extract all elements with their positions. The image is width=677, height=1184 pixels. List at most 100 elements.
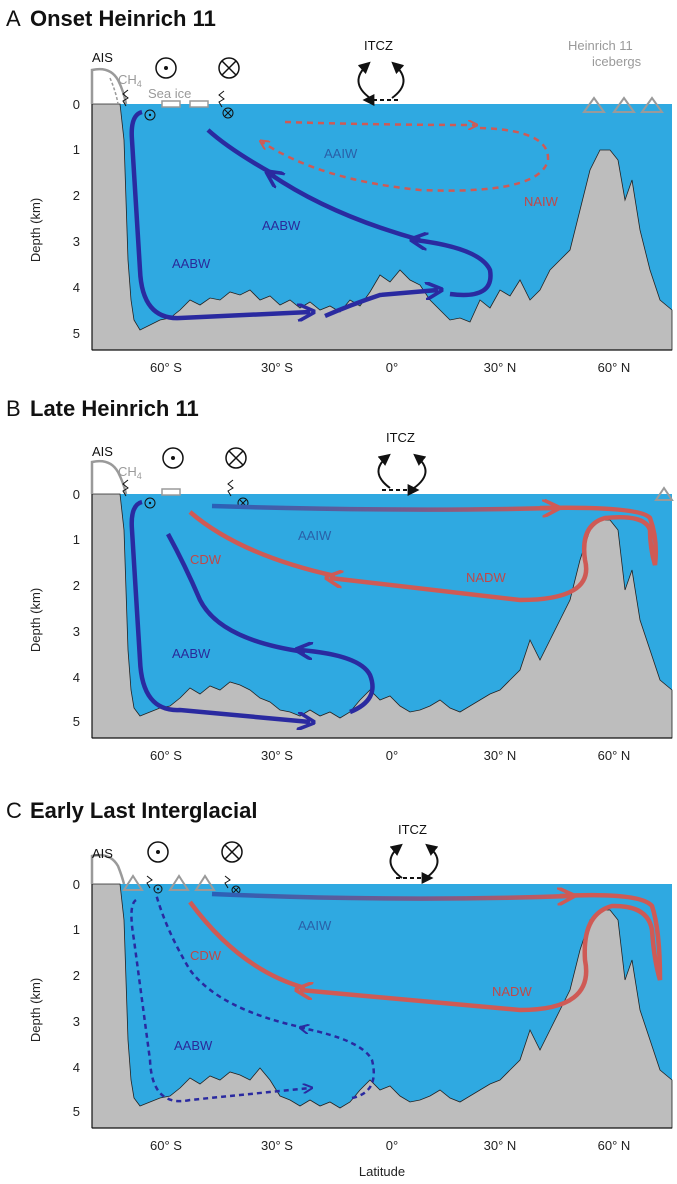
depth-tick: 0 <box>73 487 80 502</box>
depth-tick: 4 <box>73 1060 80 1075</box>
small-out-of-page-icon <box>153 884 163 894</box>
water-mass-label: AABW <box>262 218 301 233</box>
wind-out-of-page-icon <box>162 447 184 469</box>
itcz-circulation-left-arrow <box>389 843 403 879</box>
iceberg-icon <box>612 96 636 113</box>
nadw-arrow <box>300 892 663 1013</box>
lat-tick: 60° S <box>150 1138 182 1153</box>
aabw-upwelling-tail <box>206 128 277 177</box>
panel-c: C Early Last Interglacial AIS ITCZ <box>6 798 673 1179</box>
y-axis-label: Depth (km) <box>28 978 43 1042</box>
water-mass-label: AAIW <box>324 146 358 161</box>
water-mass-label: AABW <box>172 646 211 661</box>
itcz-circulation-left-arrow <box>357 61 371 99</box>
wind-into-page-icon <box>225 447 247 469</box>
methane-release-icon <box>146 875 153 889</box>
itcz-circulation-left-arrow <box>377 453 391 489</box>
y-axis-label: Depth (km) <box>28 198 43 262</box>
iceberg-icon <box>654 486 674 501</box>
depth-tick: 3 <box>73 234 80 249</box>
small-out-of-page-icon <box>144 109 156 121</box>
water-mass-label: NAIW <box>524 194 559 209</box>
lat-tick: 60° N <box>598 1138 631 1153</box>
ais-label: AIS <box>92 50 113 65</box>
y-axis-label: Depth (km) <box>28 588 43 652</box>
small-into-page-icon <box>222 107 234 119</box>
wind-out-of-page-icon <box>155 57 177 79</box>
lat-tick: 60° N <box>598 748 631 763</box>
sea-ice-block <box>189 100 209 108</box>
panel-letter: B <box>6 396 21 421</box>
aabw-return-arrow <box>300 650 375 715</box>
iceberg-icon <box>582 96 606 113</box>
cdw-arrow <box>188 510 336 579</box>
panel-title: Early Last Interglacial <box>30 798 257 823</box>
methane-release-icon <box>122 479 129 497</box>
water-mass-label: AABW <box>174 1038 213 1053</box>
nadw-arrow <box>330 505 659 603</box>
itcz-circulation-right-arrow <box>413 453 427 489</box>
iceberg-icon <box>168 874 190 891</box>
depth-tick: 3 <box>73 1014 80 1029</box>
aabw-arrow-deep <box>129 499 310 722</box>
depth-tick: 5 <box>73 326 80 341</box>
aabw-dashed-return-arrow <box>302 1028 375 1100</box>
aabw-return-arrow <box>415 240 493 298</box>
water-mass-label: CDW <box>190 948 222 963</box>
panel-letter: C <box>6 798 22 823</box>
iceberg-icon <box>640 96 664 113</box>
depth-tick: 1 <box>73 142 80 157</box>
itcz-circulation-right-arrow <box>391 61 405 99</box>
aabw-arrow-north <box>324 290 438 319</box>
lat-tick: 30° S <box>261 1138 293 1153</box>
small-out-of-page-icon <box>144 497 156 509</box>
ais-label: AIS <box>92 444 113 459</box>
depth-tick: 5 <box>73 714 80 729</box>
aabw-dashed-arrow-deep <box>130 898 310 1103</box>
panel-title: Late Heinrich 11 <box>30 396 199 421</box>
ice-sheet-outline <box>90 459 128 495</box>
lat-tick: 60° S <box>150 748 182 763</box>
wind-out-of-page-icon <box>147 841 169 863</box>
ice-sheet-outline <box>90 853 126 885</box>
depth-tick: 1 <box>73 922 80 937</box>
lat-tick: 60° N <box>598 360 631 375</box>
itcz-label: ITCZ <box>398 822 427 837</box>
heat-release-icon <box>218 90 225 108</box>
water-mass-label: AAIW <box>298 918 332 933</box>
panel-letter: A <box>6 6 21 31</box>
icebergs-label-line1: Heinrich 11 <box>568 38 633 53</box>
depth-tick: 0 <box>73 877 80 892</box>
aaiw-arrow <box>211 894 570 899</box>
sea-ice-block <box>161 100 181 108</box>
sea-ice-label: Sea ice <box>148 86 191 101</box>
aabw-upwelling-tail <box>166 532 306 655</box>
methane-release-icon <box>122 89 129 107</box>
depth-tick: 5 <box>73 1104 80 1119</box>
water-mass-label: AAIW <box>298 528 332 543</box>
lat-tick: 30° S <box>261 360 293 375</box>
depth-tick: 4 <box>73 670 80 685</box>
icebergs-label-line2: icebergs <box>592 54 642 69</box>
heat-release-icon <box>227 479 234 497</box>
depth-tick: 3 <box>73 624 80 639</box>
lat-tick: 30° S <box>261 748 293 763</box>
aabw-upwelling-arrow <box>270 174 421 243</box>
wind-into-page-icon <box>218 57 240 79</box>
ch4-label: CH4 <box>118 72 142 89</box>
itcz-circulation-right-arrow <box>425 843 439 879</box>
heat-release-icon <box>224 875 231 889</box>
depth-tick: 2 <box>73 578 80 593</box>
lat-tick: 30° N <box>484 748 517 763</box>
iceberg-icon <box>122 874 144 891</box>
depth-tick: 4 <box>73 280 80 295</box>
itcz-label: ITCZ <box>364 38 393 53</box>
lat-tick: 60° S <box>150 360 182 375</box>
iceberg-icon <box>194 874 216 891</box>
depth-tick: 2 <box>73 188 80 203</box>
lat-tick: 30° N <box>484 360 517 375</box>
panel-a: A Onset Heinrich 11 AIS CH4 Sea ice <box>6 6 673 375</box>
aaiw-arrow <box>211 506 555 510</box>
panel-title: Onset Heinrich 11 <box>30 6 216 31</box>
